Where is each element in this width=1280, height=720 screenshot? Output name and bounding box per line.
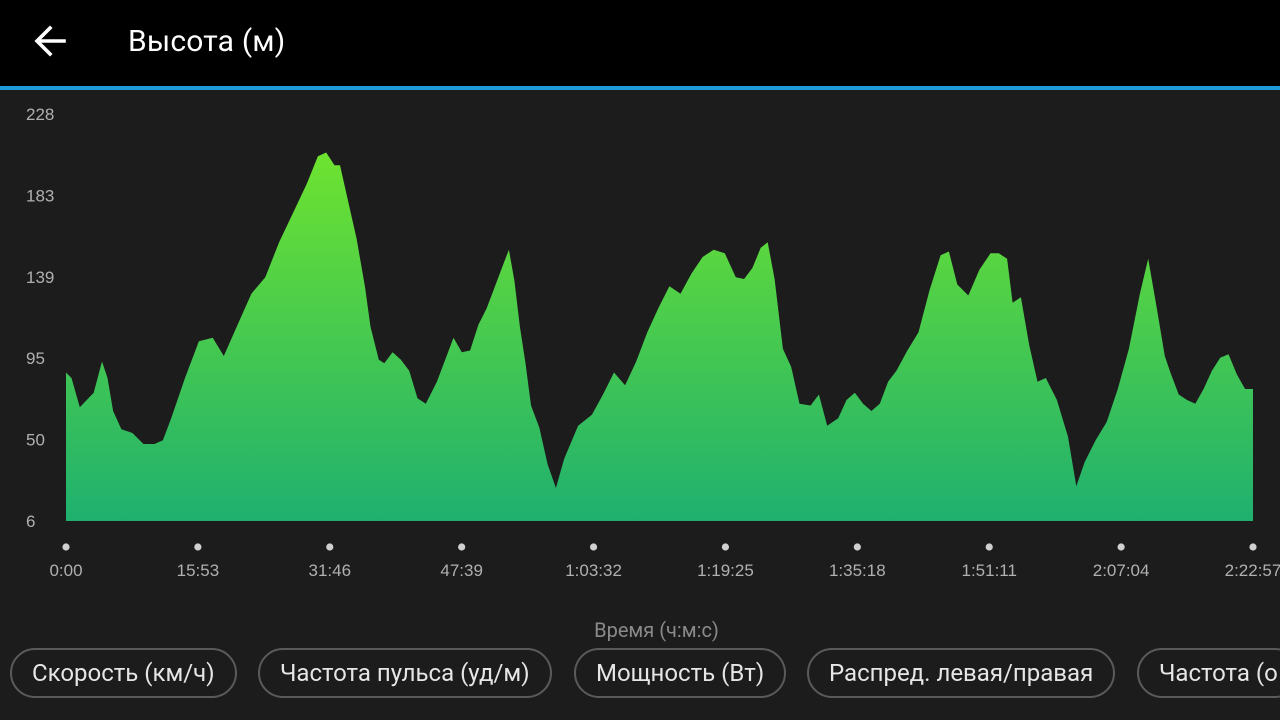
elevation-area [66, 152, 1253, 521]
y-tick-label: 50 [26, 431, 45, 450]
page-title: Высота (м) [128, 24, 286, 59]
x-axis-title: Время (ч:м:с) [594, 618, 719, 642]
x-tick-dot [721, 543, 730, 551]
x-tick-dot [458, 543, 466, 551]
x-tick-dot [853, 543, 861, 551]
back-button[interactable] [22, 19, 78, 67]
chip-cadence[interactable]: Частота (о [1137, 648, 1280, 698]
x-tick-label: 2:22:57 [1225, 561, 1280, 580]
y-tick-label: 6 [26, 512, 35, 531]
x-tick-label: 1:19:25 [697, 561, 754, 580]
arrow-left-icon [33, 24, 67, 62]
chip-speed[interactable]: Скорость (км/ч) [10, 648, 237, 698]
x-tick-label: 0:00 [49, 561, 82, 580]
chip-power[interactable]: Мощность (Вт) [574, 648, 787, 698]
x-tick-dot [985, 543, 993, 551]
x-tick-dot [62, 543, 70, 551]
metric-chips: Скорость (км/ч) Частота пульса (уд/м) Мо… [0, 648, 1280, 702]
x-tick-label: 2:07:04 [1093, 561, 1150, 580]
x-tick-label: 1:03:32 [565, 561, 622, 580]
app-bar: Высота (м) [0, 0, 1280, 90]
x-tick-label: 15:53 [177, 561, 220, 580]
chip-left-right-balance[interactable]: Распред. левая/правая [807, 648, 1116, 698]
x-tick-dot [1117, 543, 1125, 551]
y-tick-label: 183 [26, 186, 54, 205]
x-tick-dot [326, 543, 334, 551]
x-tick-label: 1:51:11 [961, 561, 1016, 580]
y-tick-label: 139 [26, 268, 54, 287]
y-tick-label: 228 [26, 105, 54, 124]
x-tick-dot [194, 543, 202, 551]
x-tick-label: 47:39 [440, 561, 483, 580]
elevation-chart[interactable]: 228 183 139 95 50 6 0:00 15:53 31:46 47:39 1:03:3… [0, 90, 1280, 610]
x-tick-dot [589, 543, 598, 551]
x-tick-dot [1249, 543, 1257, 551]
y-tick-label: 95 [26, 349, 45, 368]
chip-heart-rate[interactable]: Частота пульса (уд/м) [258, 648, 552, 698]
x-tick-label: 31:46 [309, 561, 352, 580]
x-tick-label: 1:35:18 [829, 561, 886, 580]
